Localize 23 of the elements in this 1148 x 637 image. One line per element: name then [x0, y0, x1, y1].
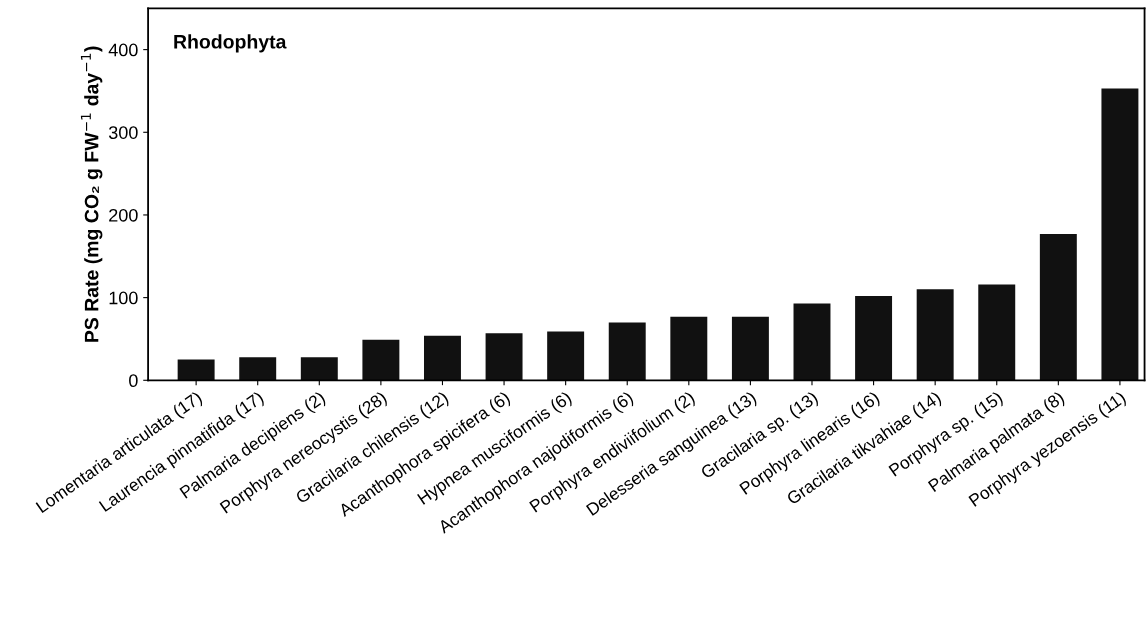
bar [177, 359, 215, 381]
bar [793, 303, 831, 381]
bar [300, 357, 338, 381]
y-tick-label: 300 [108, 126, 138, 139]
y-axis-title: PS Rate (mg CO₂ g FW$^{−1}$ day$^{−1}$) [80, 46, 103, 342]
bar [978, 284, 1016, 381]
bar [731, 316, 769, 381]
bar [362, 339, 400, 381]
bar [670, 316, 708, 381]
bar [916, 289, 954, 381]
bar [547, 331, 585, 381]
bar [239, 357, 277, 381]
bar [424, 335, 461, 381]
bar [855, 295, 893, 381]
bar [485, 333, 523, 381]
y-tick-label: 200 [109, 208, 138, 222]
y-tick-label: 400 [108, 43, 138, 57]
y-tick-label: 0 [129, 374, 138, 388]
y-tick-label: 100 [109, 291, 138, 305]
bar [1101, 88, 1139, 381]
bar [608, 322, 646, 381]
text: Rhodophyta [174, 34, 287, 53]
bar [1039, 233, 1077, 381]
